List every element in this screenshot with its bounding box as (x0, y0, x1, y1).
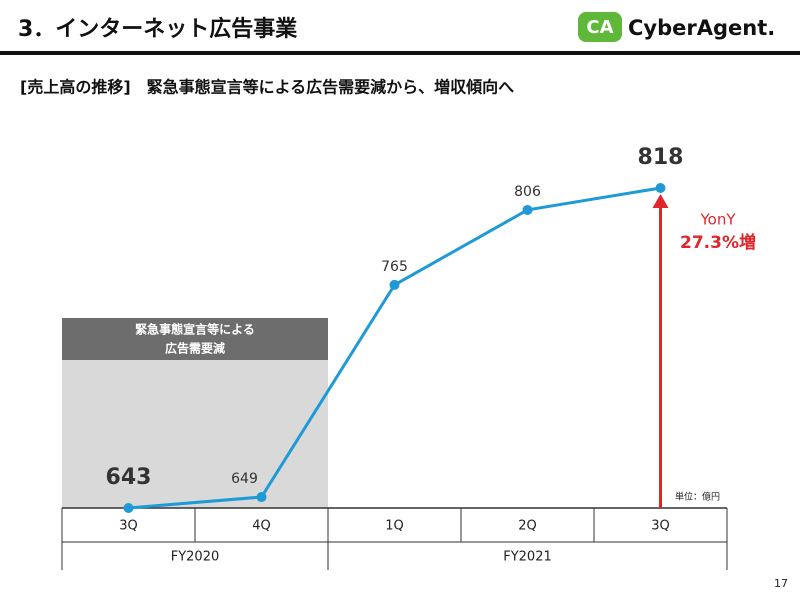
data-point (389, 279, 400, 290)
logo-text: CyberAgent. (628, 16, 775, 40)
group-label: FY2021 (503, 550, 552, 565)
x-tick-label: 2Q (518, 519, 537, 534)
growth-value: 27.3%増 (680, 232, 756, 253)
shaded-note: 緊急事態宣言等による (135, 322, 255, 337)
x-tick-label: 1Q (385, 519, 404, 534)
x-tick-label: 3Q (651, 519, 670, 534)
data-point (256, 492, 267, 503)
data-label: 806 (514, 184, 541, 200)
logo-badge (578, 12, 622, 42)
data-label: 765 (381, 259, 408, 275)
data-point (123, 503, 134, 513)
data-label: 643 (106, 465, 152, 490)
data-point (655, 183, 666, 193)
unit-label: 単位：億円 (675, 491, 720, 503)
logo-mark: CA (586, 17, 613, 38)
title-rule (0, 51, 800, 55)
x-tick-label: 3Q (119, 519, 138, 534)
growth-label: YonY (699, 211, 736, 229)
data-label: 818 (638, 145, 684, 170)
data-point (522, 204, 533, 215)
data-label: 649 (231, 471, 258, 487)
group-label: FY2020 (171, 550, 220, 565)
shaded-header (62, 318, 328, 360)
page-number: 17 (774, 577, 788, 590)
growth-arrowhead (652, 194, 669, 208)
slide-title: 3．インターネット広告事業 (18, 16, 298, 42)
x-tick-label: 4Q (252, 519, 271, 534)
shaded-note: 広告需要減 (165, 341, 225, 356)
subtitle: [売上高の推移] 緊急事態宣言等による広告需要減から、増収傾向へ (20, 78, 514, 97)
